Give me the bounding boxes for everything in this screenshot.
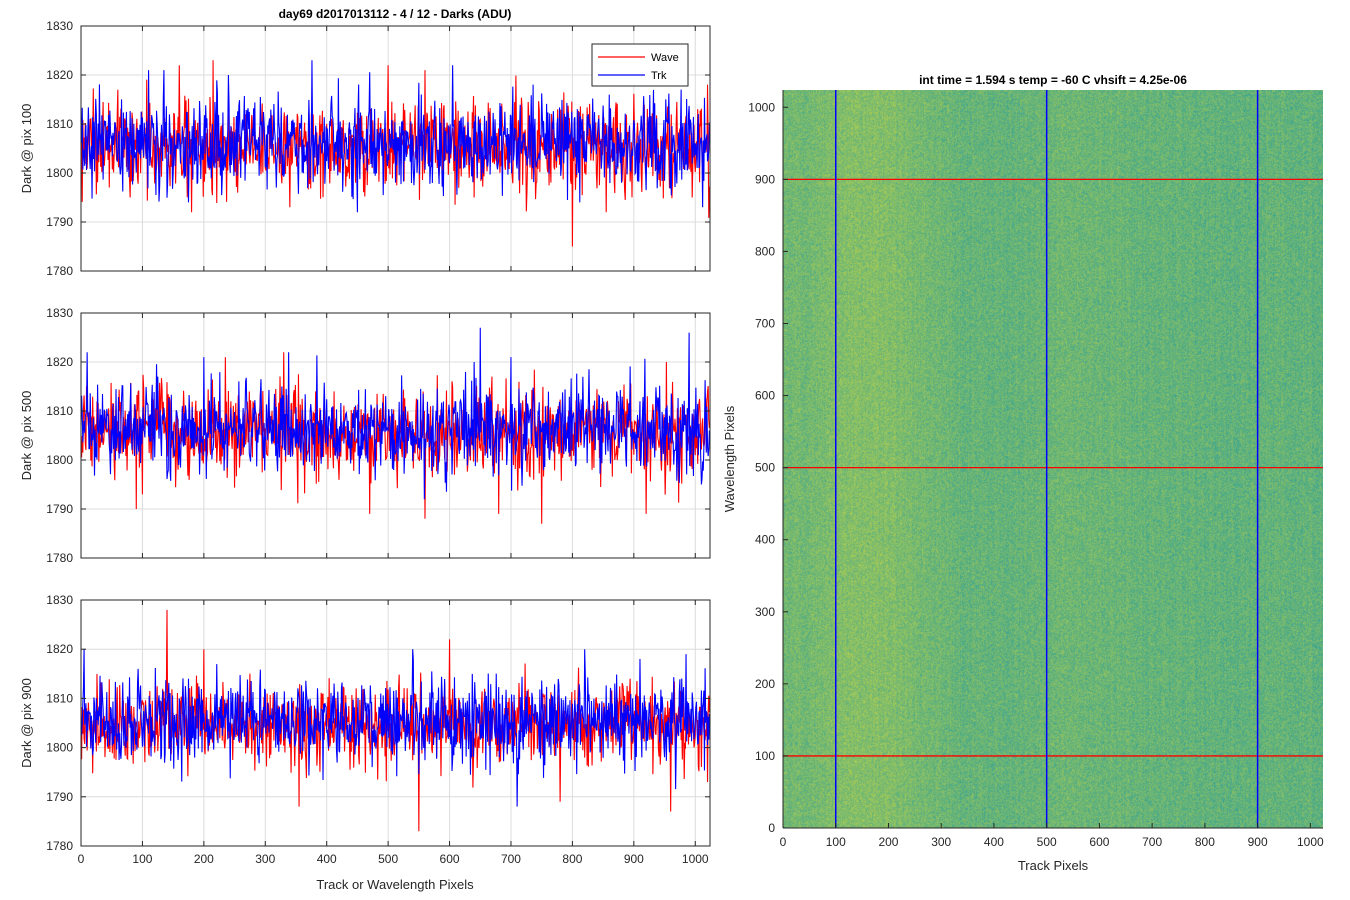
heatmap-x-tick-label: 300 — [931, 835, 951, 849]
heatmap-y-tick-label: 200 — [755, 677, 775, 691]
heatmap-x-tick-label: 0 — [780, 835, 787, 849]
x-tick-label: 400 — [317, 852, 337, 866]
heatmap-x-tick-label: 500 — [1037, 835, 1057, 849]
heatmap-y-tick-label: 0 — [768, 821, 775, 835]
panel-frame — [80, 599, 711, 847]
heatmap-y-tick-label: 300 — [755, 605, 775, 619]
heatmap-x-tick-label: 400 — [984, 835, 1004, 849]
y-axis-label: Dark @ pix 100 — [19, 104, 34, 194]
x-tick-label: 600 — [440, 852, 460, 866]
x-tick-label: 100 — [132, 852, 152, 866]
series-line-trk — [81, 327, 710, 500]
heatmap-y-label: Wavelength Pixels — [722, 405, 737, 512]
heatmap-x-tick-label: 800 — [1195, 835, 1215, 849]
y-tick-label: 1790 — [46, 790, 73, 804]
heatmap-image-container — [783, 90, 1323, 828]
heatmap-y-tick-label: 1000 — [748, 100, 775, 114]
line-panel-1: 1780 1790 1800 1810 1820 1830 Dark @ pix 100 Wa… — [19, 19, 711, 278]
y-tick-label: 1810 — [46, 691, 73, 705]
y-tick-label: 1830 — [46, 306, 73, 320]
heatmap-y-tick-label: 500 — [755, 461, 775, 475]
x-axis-label: Track or Wavelength Pixels — [316, 877, 474, 892]
heatmap-y-tick-label: 600 — [755, 389, 775, 403]
heatmap-x-tick-label: 1000 — [1297, 835, 1324, 849]
y-tick-label: 1780 — [46, 839, 73, 853]
heatmap-y-tick-label: 100 — [755, 749, 775, 763]
figure-title: day69 d2017013112 - 4 / 12 - Darks (ADU) — [279, 7, 512, 21]
y-axis-label: Dark @ pix 900 — [19, 678, 34, 768]
y-tick-label: 1780 — [46, 264, 73, 278]
heatmap-y-tick-label: 700 — [755, 317, 775, 331]
x-tick-label: 500 — [378, 852, 398, 866]
heatmap-y-tick-label: 400 — [755, 533, 775, 547]
line-panel-2: 1780 1790 1800 1810 1820 1830 Dark @ pix 500 — [19, 306, 711, 565]
plot-layer: 1780 1790 1800 1810 1820 1830 Dark @ pix 100 Wa… — [19, 19, 1324, 866]
series-line-trk — [81, 60, 710, 213]
legend-label-wave: Wave — [651, 52, 679, 64]
heatmap-image — [783, 90, 1323, 828]
heatmap-y-tick-label: 900 — [755, 172, 775, 186]
y-tick-label: 1800 — [46, 453, 73, 467]
y-tick-label: 1790 — [46, 215, 73, 229]
legend: Wave Trk — [591, 43, 689, 87]
y-tick-label: 1820 — [46, 68, 73, 82]
heatmap-x-tick-label: 600 — [1089, 835, 1109, 849]
x-tick-label: 900 — [624, 852, 644, 866]
legend-box — [591, 43, 689, 87]
heatmap-title: int time = 1.594 s temp = -60 C vhsift =… — [919, 73, 1187, 87]
y-tick-label: 1820 — [46, 642, 73, 656]
y-tick-label: 1780 — [46, 551, 73, 565]
y-tick-label: 1790 — [46, 502, 73, 516]
x-tick-label: 200 — [194, 852, 214, 866]
y-tick-label: 1800 — [46, 741, 73, 755]
heatmap-x-tick-label: 900 — [1248, 835, 1268, 849]
y-tick-label: 1830 — [46, 593, 73, 607]
x-tick-label: 300 — [255, 852, 275, 866]
x-tick-label: 700 — [501, 852, 521, 866]
x-tick-label: 800 — [562, 852, 582, 866]
heatmap-y-tick-label: 800 — [755, 244, 775, 258]
line-panel-3: 0 100 200 300 400 500 600 700 800 900 1000 1780 1790… — [19, 593, 711, 866]
panel-frame — [80, 25, 711, 272]
x-tick-label: 0 — [78, 852, 85, 866]
y-tick-label: 1810 — [46, 404, 73, 418]
series-line-wave — [81, 352, 710, 524]
y-tick-label: 1810 — [46, 117, 73, 131]
panel-frame — [80, 312, 711, 559]
y-tick-label: 1830 — [46, 19, 73, 33]
y-axis-label: Dark @ pix 500 — [19, 391, 34, 481]
heatmap-x-tick-label: 700 — [1142, 835, 1162, 849]
y-tick-label: 1800 — [46, 166, 73, 180]
heatmap-x-tick-label: 100 — [826, 835, 846, 849]
heatmap-x-label: Track Pixels — [1018, 858, 1089, 873]
heatmap-x-tick-label: 200 — [878, 835, 898, 849]
heatmap-panel: 0 100 200 300 400 500 600 700 800 900 1000 0 100 200 3… — [722, 90, 1324, 849]
legend-label-trk: Trk — [651, 70, 667, 82]
series-line-trk — [81, 649, 710, 807]
x-tick-label: 1000 — [682, 852, 709, 866]
y-tick-label: 1820 — [46, 355, 73, 369]
